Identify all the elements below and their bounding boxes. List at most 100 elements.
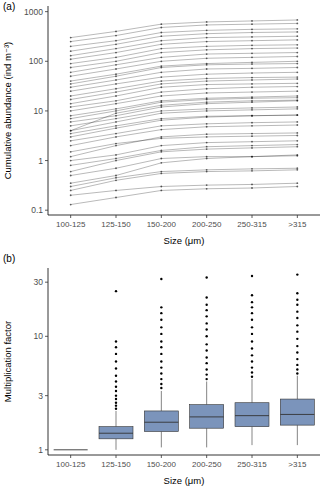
x-tick-label: 250-315 bbox=[237, 220, 267, 229]
y-tick-label: 10 bbox=[34, 331, 44, 341]
outlier bbox=[251, 319, 253, 321]
series-point bbox=[160, 60, 162, 62]
outlier bbox=[251, 354, 253, 356]
outlier bbox=[115, 360, 117, 362]
series-point bbox=[206, 63, 208, 65]
series-line bbox=[71, 122, 298, 141]
series-point bbox=[115, 175, 117, 177]
series-line bbox=[71, 107, 298, 126]
outlier bbox=[296, 310, 298, 312]
outlier bbox=[115, 394, 117, 396]
series-point bbox=[296, 19, 298, 21]
lower-whisker bbox=[297, 425, 298, 445]
y-tick bbox=[45, 449, 48, 450]
series-point bbox=[251, 36, 253, 38]
series-point bbox=[206, 21, 208, 23]
outlier bbox=[115, 340, 117, 342]
series-point bbox=[160, 48, 162, 50]
series-point bbox=[70, 175, 72, 177]
series-point bbox=[251, 141, 253, 143]
series-point bbox=[115, 115, 117, 117]
y-axis-line bbox=[48, 6, 49, 215]
outlier bbox=[160, 360, 162, 362]
series-point bbox=[70, 80, 72, 82]
series-point bbox=[251, 170, 253, 172]
series-point bbox=[70, 118, 72, 120]
series-point bbox=[160, 150, 162, 152]
series-line bbox=[71, 115, 298, 137]
upper-whisker bbox=[161, 391, 162, 411]
series-point bbox=[251, 133, 253, 135]
outlier bbox=[251, 275, 253, 277]
outlier bbox=[205, 373, 207, 375]
series-point bbox=[251, 67, 253, 69]
series-point bbox=[296, 71, 298, 73]
series-point bbox=[296, 22, 298, 24]
outlier bbox=[160, 383, 162, 385]
series-point bbox=[296, 140, 298, 142]
series-point bbox=[115, 35, 117, 37]
series-point bbox=[251, 44, 253, 46]
outlier bbox=[205, 276, 207, 278]
series-point bbox=[296, 39, 298, 41]
series-point bbox=[160, 83, 162, 85]
series-point bbox=[251, 83, 253, 85]
x-tick bbox=[161, 215, 162, 218]
outlier bbox=[296, 299, 298, 301]
series-point bbox=[296, 76, 298, 78]
x-tick bbox=[252, 215, 253, 218]
outlier bbox=[160, 387, 162, 389]
series-point bbox=[251, 145, 253, 147]
series-point bbox=[70, 186, 72, 188]
series-line bbox=[71, 32, 298, 51]
series-point bbox=[251, 23, 253, 25]
outlier bbox=[205, 356, 207, 358]
y-tick bbox=[45, 11, 48, 12]
series-point bbox=[251, 107, 253, 109]
series-point bbox=[251, 115, 253, 117]
series-point bbox=[296, 63, 298, 65]
x-tick-label: 200-250 bbox=[192, 460, 222, 469]
series-point bbox=[115, 75, 117, 77]
series-point bbox=[206, 29, 208, 31]
x-tick-label: 100-125 bbox=[56, 460, 86, 469]
series-point bbox=[251, 28, 253, 30]
series-point bbox=[160, 145, 162, 147]
series-point bbox=[296, 31, 298, 33]
series-point bbox=[115, 40, 117, 42]
series-point bbox=[251, 96, 253, 98]
series-point bbox=[206, 156, 208, 158]
series-point bbox=[206, 92, 208, 94]
series-point bbox=[251, 115, 253, 117]
series-line bbox=[71, 29, 298, 46]
series-point bbox=[206, 33, 208, 35]
series-point bbox=[206, 103, 208, 105]
series-point bbox=[206, 148, 208, 150]
outlier bbox=[205, 296, 207, 298]
series-point bbox=[160, 71, 162, 73]
x-axis-title: Size (μm) bbox=[164, 235, 205, 246]
series-line bbox=[71, 98, 298, 119]
series-point bbox=[160, 43, 162, 45]
series-point bbox=[160, 35, 162, 37]
series-point bbox=[251, 156, 253, 158]
series-point bbox=[160, 137, 162, 139]
series-point bbox=[206, 133, 208, 135]
series-line bbox=[71, 183, 298, 195]
series-point bbox=[251, 40, 253, 42]
upper-whisker bbox=[252, 379, 253, 403]
upper-whisker bbox=[206, 381, 207, 404]
series-point bbox=[160, 91, 162, 93]
y-tick-label: 3 bbox=[38, 391, 43, 401]
outlier bbox=[296, 317, 298, 319]
series-point bbox=[251, 20, 253, 22]
series-point bbox=[160, 100, 162, 102]
series-point bbox=[296, 86, 298, 88]
series-point bbox=[70, 156, 72, 158]
series-point bbox=[115, 143, 117, 145]
outlier bbox=[205, 309, 207, 311]
series-point bbox=[70, 110, 72, 112]
series-point bbox=[206, 49, 208, 51]
series-line bbox=[71, 23, 298, 41]
outlier bbox=[115, 390, 117, 392]
